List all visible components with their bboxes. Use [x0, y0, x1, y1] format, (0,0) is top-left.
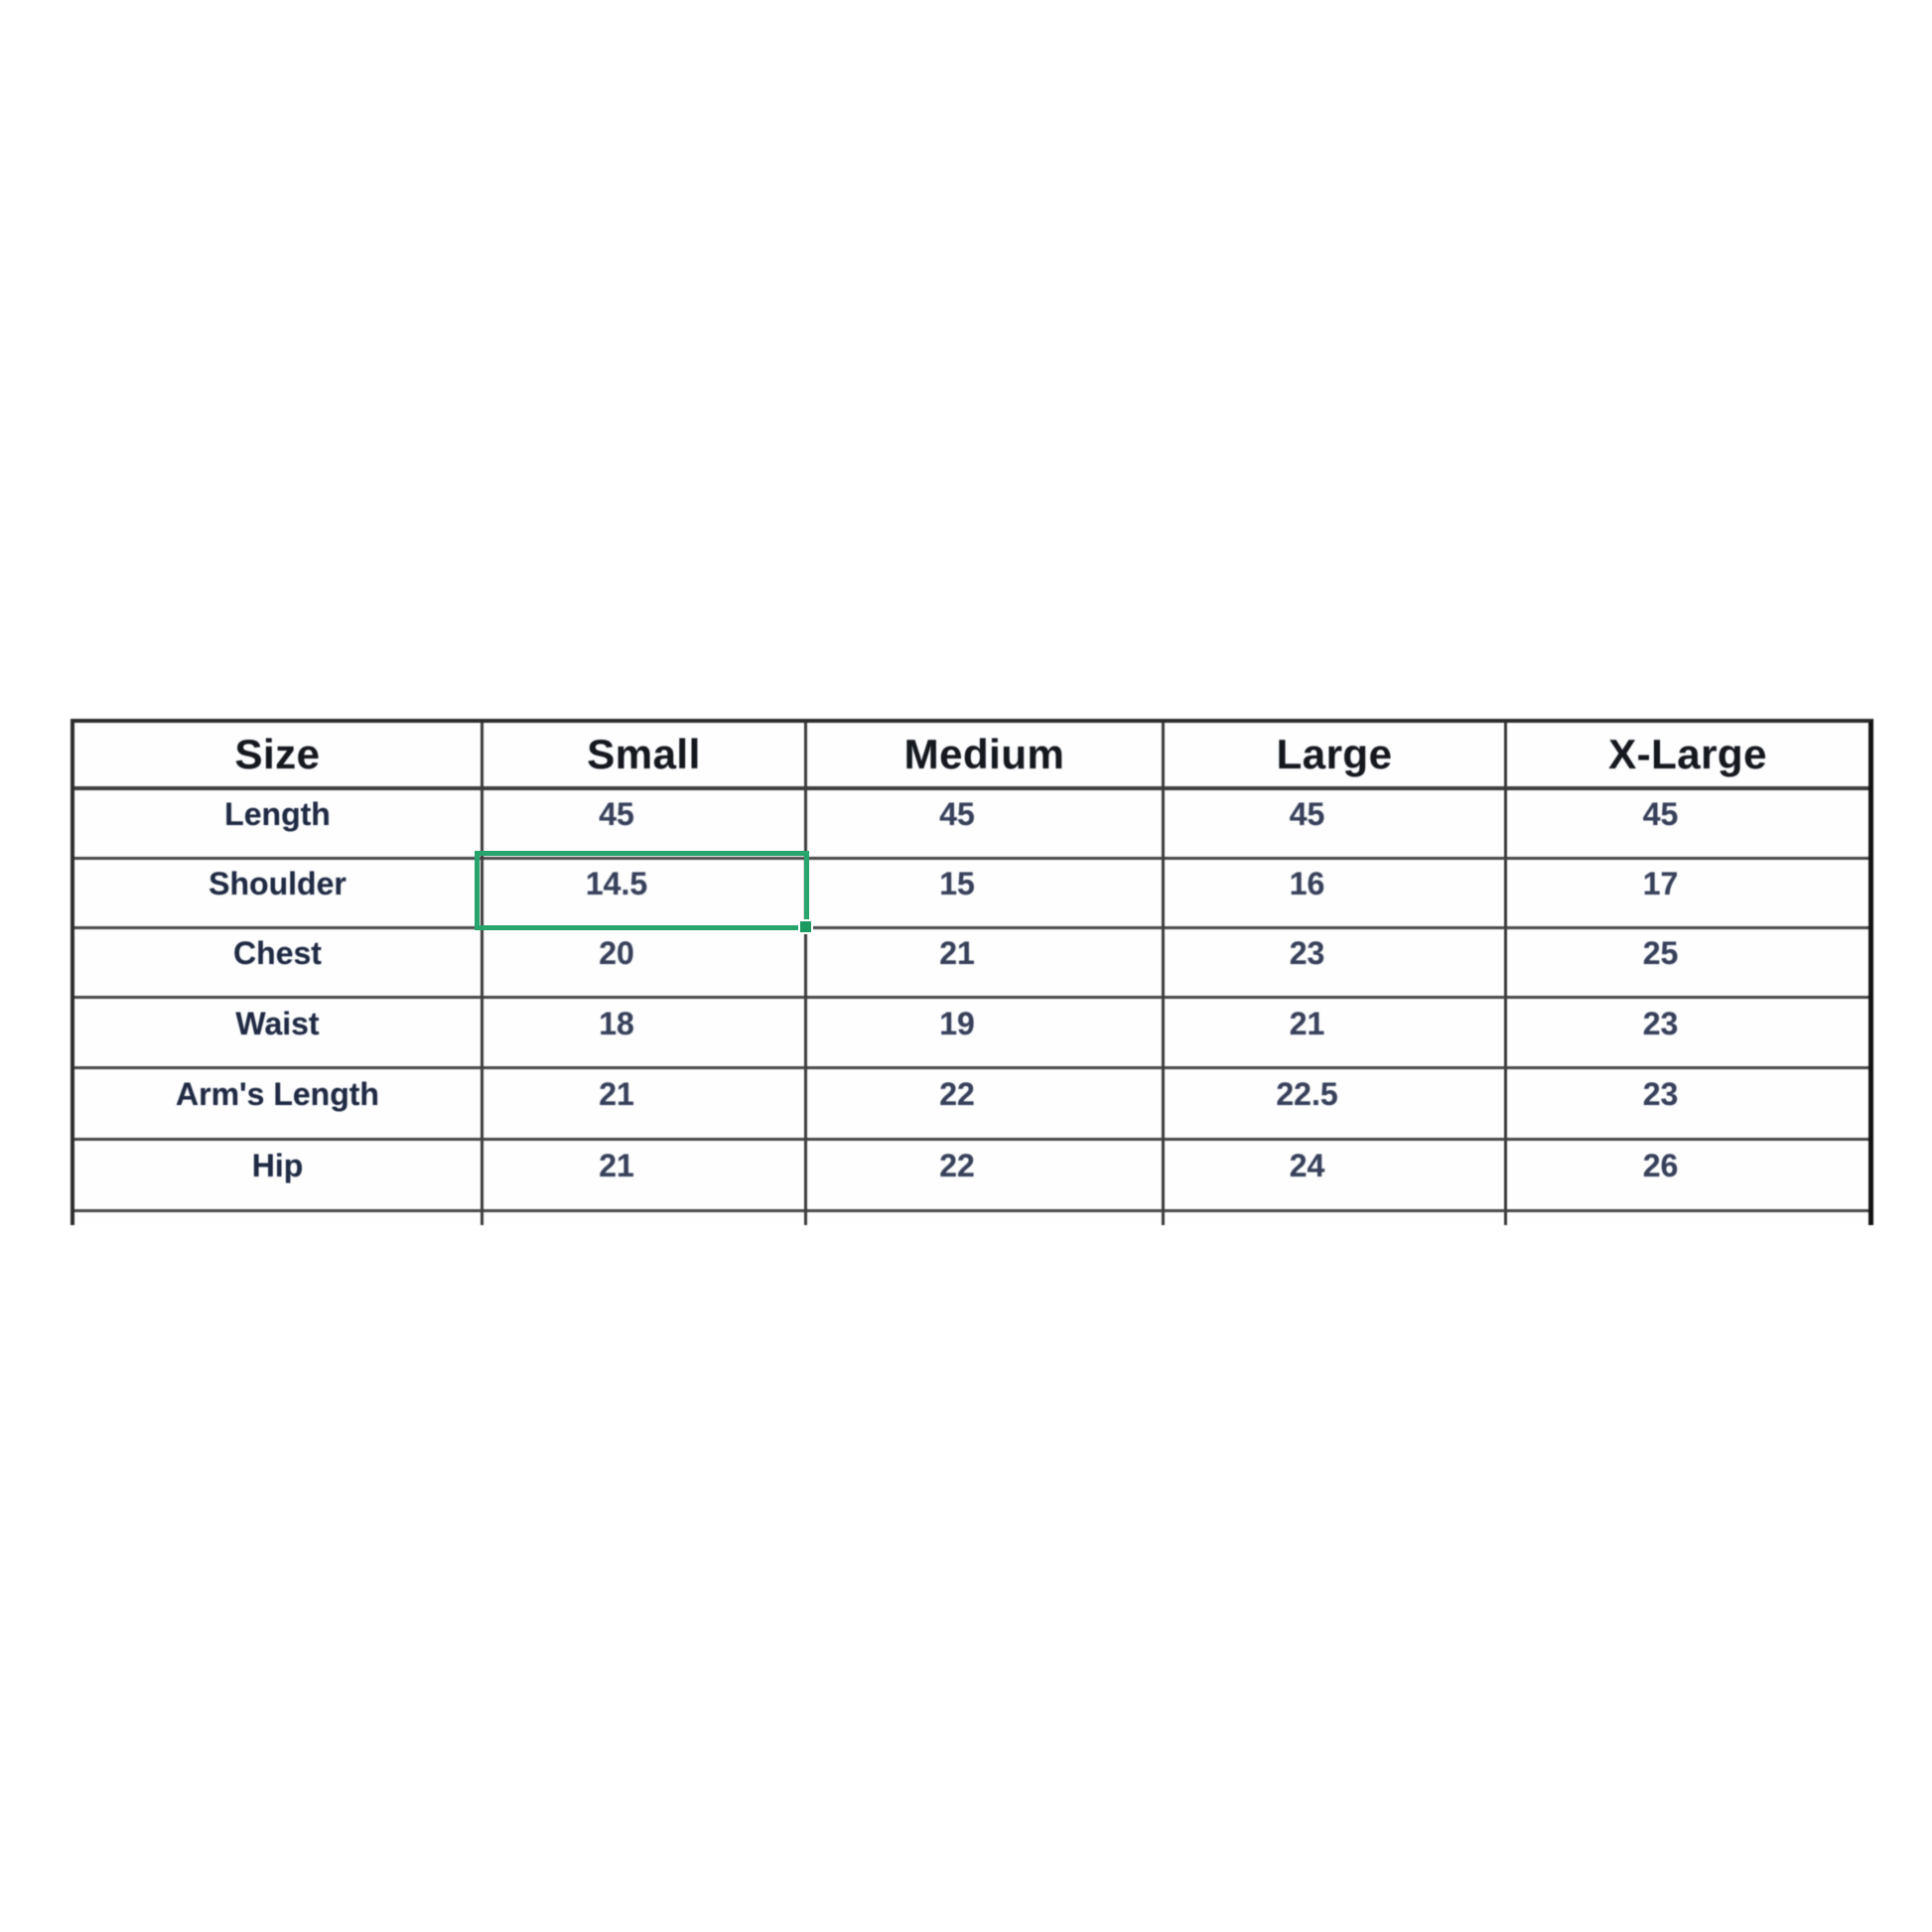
- header-cell-medium[interactable]: Medium: [807, 723, 1165, 790]
- row-label-hip[interactable]: Hip: [74, 1141, 483, 1212]
- header-cell-xlarge[interactable]: X-Large: [1507, 723, 1868, 790]
- cell-arms-length-medium[interactable]: 22: [807, 1069, 1165, 1141]
- fill-handle[interactable]: [798, 919, 813, 934]
- row-label-arms-length[interactable]: Arm's Length: [74, 1069, 483, 1141]
- header-cell-size[interactable]: Size: [74, 723, 483, 790]
- cell-arms-length-xlarge[interactable]: 23: [1507, 1069, 1868, 1141]
- cell-length-small[interactable]: 45: [483, 790, 807, 860]
- cell-hip-large[interactable]: 24: [1165, 1141, 1507, 1212]
- empty-cell[interactable]: [807, 1212, 1165, 1225]
- header-cell-small[interactable]: Small: [483, 723, 807, 790]
- cell-hip-small[interactable]: 21: [483, 1141, 807, 1212]
- row-label-shoulder[interactable]: Shoulder: [74, 860, 483, 929]
- cell-chest-small[interactable]: 20: [483, 929, 807, 999]
- empty-cell[interactable]: [483, 1212, 807, 1225]
- cell-hip-medium[interactable]: 22: [807, 1141, 1165, 1212]
- row-label-chest[interactable]: Chest: [74, 929, 483, 999]
- cell-length-xlarge[interactable]: 45: [1507, 790, 1868, 860]
- cell-chest-xlarge[interactable]: 25: [1507, 929, 1868, 999]
- cell-waist-small[interactable]: 18: [483, 999, 807, 1069]
- cell-waist-large[interactable]: 21: [1165, 999, 1507, 1069]
- cell-waist-xlarge[interactable]: 23: [1507, 999, 1868, 1069]
- empty-cell[interactable]: [74, 1212, 483, 1225]
- cell-chest-large[interactable]: 23: [1165, 929, 1507, 999]
- cell-shoulder-large[interactable]: 16: [1165, 860, 1507, 929]
- size-chart-table: Size Small Medium Large X-Large Length 4…: [70, 719, 1873, 1225]
- cell-shoulder-medium[interactable]: 15: [807, 860, 1165, 929]
- active-cell-selection-box[interactable]: [475, 851, 813, 934]
- row-label-waist[interactable]: Waist: [74, 999, 483, 1069]
- empty-cell[interactable]: [1507, 1212, 1868, 1225]
- cell-hip-xlarge[interactable]: 26: [1507, 1141, 1868, 1212]
- cell-length-medium[interactable]: 45: [807, 790, 1165, 860]
- cell-length-large[interactable]: 45: [1165, 790, 1507, 860]
- empty-cell[interactable]: [1165, 1212, 1507, 1225]
- header-cell-large[interactable]: Large: [1165, 723, 1507, 790]
- cell-shoulder-xlarge[interactable]: 17: [1507, 860, 1868, 929]
- cell-chest-medium[interactable]: 21: [807, 929, 1165, 999]
- cell-arms-length-small[interactable]: 21: [483, 1069, 807, 1141]
- cell-waist-medium[interactable]: 19: [807, 999, 1165, 1069]
- cell-arms-length-large[interactable]: 22.5: [1165, 1069, 1507, 1141]
- row-label-length[interactable]: Length: [74, 790, 483, 860]
